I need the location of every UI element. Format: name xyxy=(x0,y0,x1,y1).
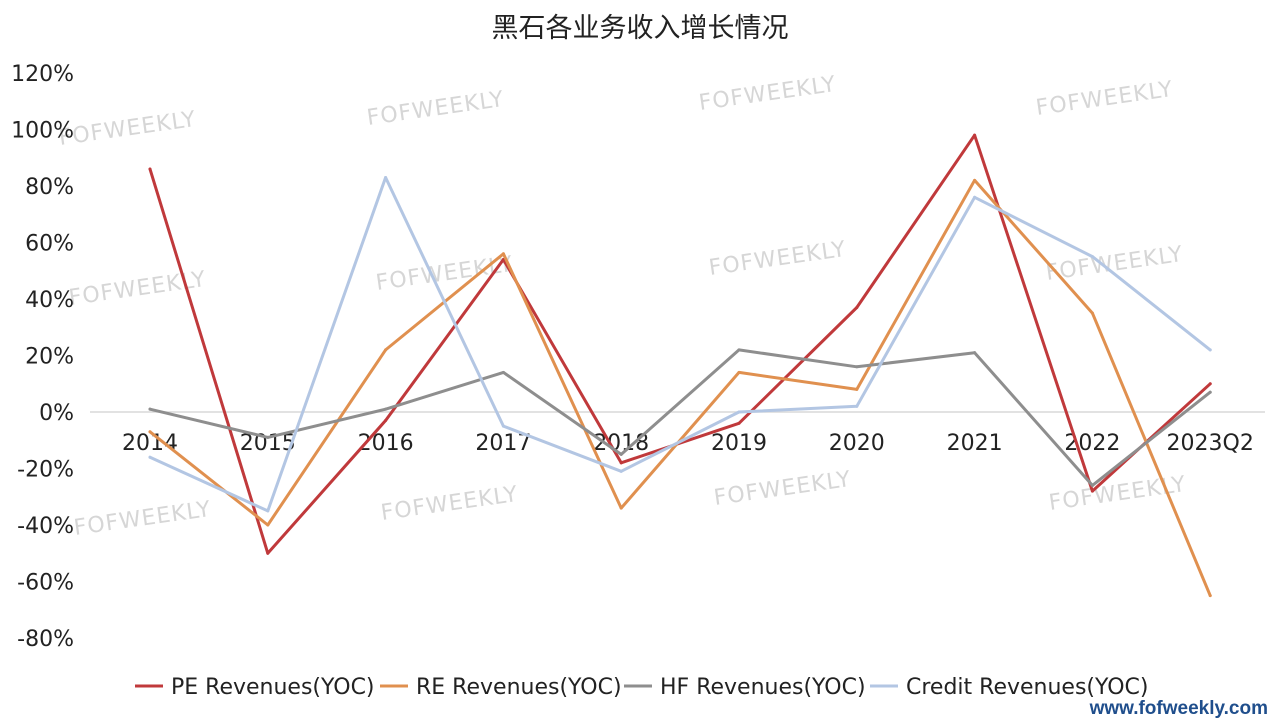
data-point xyxy=(501,252,505,256)
data-point xyxy=(266,509,270,513)
watermark: FOFWEEKLY xyxy=(707,237,848,281)
watermark: FOFWEEKLY xyxy=(365,87,506,131)
series-line-3 xyxy=(148,348,1212,487)
data-point xyxy=(855,404,859,408)
data-point xyxy=(737,348,741,352)
legend: PE Revenues(YOC) RE Revenues(YOC) HF Reven… xyxy=(135,675,1149,700)
y-tick-label: 120% xyxy=(11,62,74,87)
watermark: FOFWEEKLY xyxy=(1044,242,1185,286)
data-point xyxy=(855,365,859,369)
data-point xyxy=(973,178,977,182)
legend-label: PE Revenues(YOC) xyxy=(171,675,375,700)
series-line-2 xyxy=(148,178,1212,598)
x-tick-label: 2014 xyxy=(122,431,178,456)
legend-label: HF Revenues(YOC) xyxy=(660,675,866,700)
y-tick-label: 80% xyxy=(25,175,74,200)
data-point xyxy=(384,348,388,352)
y-tick-label: 40% xyxy=(25,288,74,313)
chart-title: 黑石各业务收入增长情况 xyxy=(492,13,789,44)
y-tick-label: -80% xyxy=(17,627,74,652)
x-tick-label: 2015 xyxy=(240,431,296,456)
x-tick-label: 2020 xyxy=(829,431,885,456)
data-point xyxy=(266,523,270,527)
data-point xyxy=(855,387,859,391)
data-point xyxy=(855,305,859,309)
data-point xyxy=(148,430,152,434)
data-point xyxy=(973,133,977,137)
data-point xyxy=(384,407,388,411)
y-axis: 120% 100% 80% 60% 40% 20% 0% -20% -40% -60% -80% xyxy=(11,62,74,652)
data-point xyxy=(266,551,270,555)
watermark: FOFWEEKLY xyxy=(697,72,838,116)
y-tick-label: 100% xyxy=(11,119,74,144)
data-point xyxy=(973,351,977,355)
x-tick-label: 2023Q2 xyxy=(1167,431,1254,456)
y-tick-label: 20% xyxy=(25,345,74,370)
data-point xyxy=(619,469,623,473)
watermark: FOFWEEKLY xyxy=(72,497,213,541)
data-point xyxy=(1090,483,1094,487)
legend-label: Credit Revenues(YOC) xyxy=(906,675,1149,700)
data-point xyxy=(266,435,270,439)
data-point xyxy=(619,506,623,510)
series-line-4 xyxy=(148,176,1212,513)
series-layer xyxy=(148,133,1212,598)
legend-label: RE Revenues(YOC) xyxy=(416,675,622,700)
x-tick-label: 2017 xyxy=(475,431,531,456)
data-point xyxy=(737,370,741,374)
data-point xyxy=(501,424,505,428)
watermark: FOFWEEKLY xyxy=(1034,77,1175,121)
data-point xyxy=(501,370,505,374)
x-tick-label: 2021 xyxy=(947,431,1003,456)
data-point xyxy=(148,407,152,411)
x-tick-label: 2018 xyxy=(593,431,649,456)
x-axis: 2014 2015 2016 2017 2018 2019 2020 2021 2022 2023… xyxy=(122,431,1254,456)
x-tick-label: 2019 xyxy=(711,431,767,456)
data-point xyxy=(148,455,152,459)
y-tick-label: -40% xyxy=(17,514,74,539)
data-point xyxy=(1090,255,1094,259)
data-point xyxy=(737,421,741,425)
data-point xyxy=(1090,489,1094,493)
watermark: FOFWEEKLY xyxy=(712,467,853,511)
data-point xyxy=(1208,348,1212,352)
data-point xyxy=(737,410,741,414)
watermark: FOFWEEKLY xyxy=(57,107,198,151)
data-point xyxy=(148,167,152,171)
y-tick-label: -20% xyxy=(17,458,74,483)
data-point xyxy=(1208,382,1212,386)
data-point xyxy=(384,418,388,422)
y-tick-label: -60% xyxy=(17,571,74,596)
site-url: www.fofweekly.com xyxy=(1089,698,1268,719)
y-tick-label: 60% xyxy=(25,232,74,257)
data-point xyxy=(973,195,977,199)
data-point xyxy=(619,461,623,465)
watermark: FOFWEEKLY xyxy=(379,482,520,526)
data-point xyxy=(1208,390,1212,394)
y-tick-label: 0% xyxy=(39,401,74,426)
data-point xyxy=(384,176,388,180)
data-point xyxy=(619,452,623,456)
data-point xyxy=(1090,311,1094,315)
data-point xyxy=(1208,594,1212,598)
